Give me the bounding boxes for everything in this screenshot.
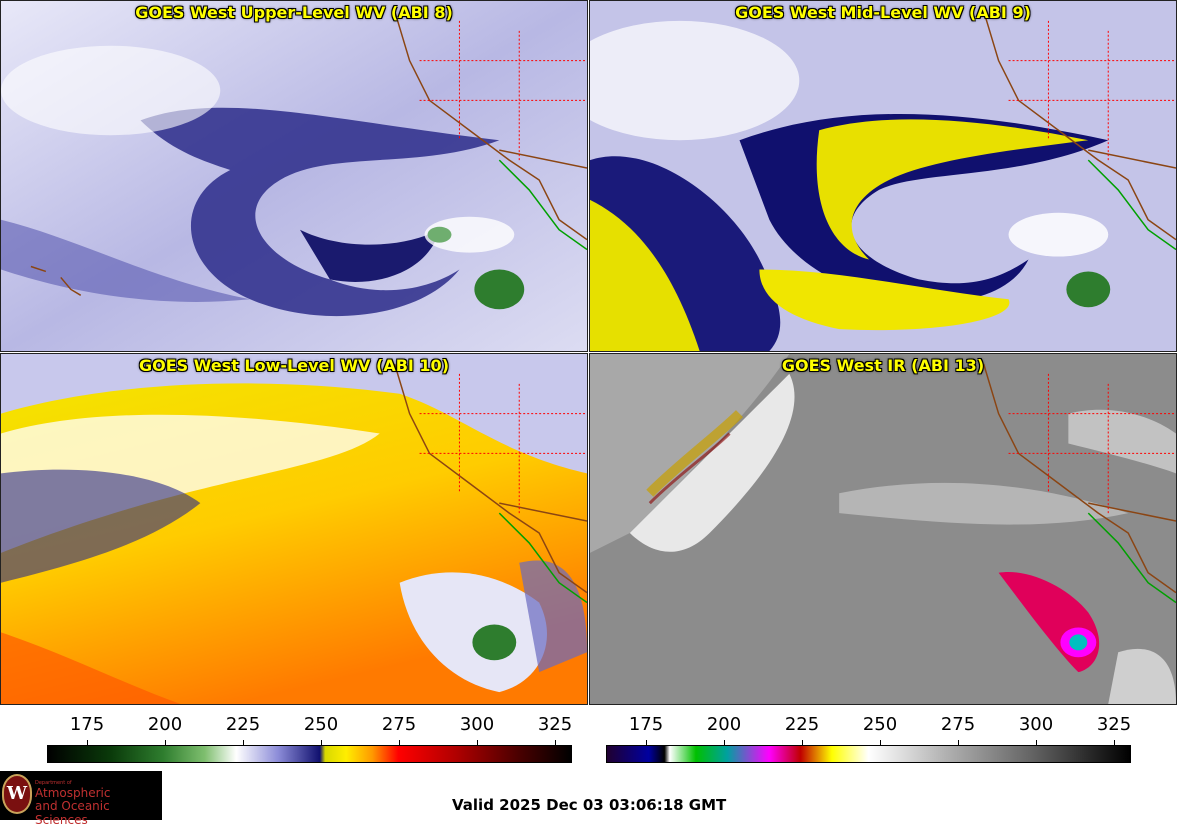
tick-label: 300 bbox=[1018, 714, 1054, 735]
tick-label: 200 bbox=[706, 714, 742, 735]
tick-label: 225 bbox=[225, 714, 261, 735]
ir-image bbox=[590, 354, 1176, 704]
tick-label: 225 bbox=[784, 714, 820, 735]
tick-mark bbox=[1114, 740, 1115, 746]
logo-dept: Department of bbox=[35, 780, 72, 786]
tick-label: 200 bbox=[147, 714, 183, 735]
panel-title: GOES West Mid-Level WV (ABI 9) bbox=[735, 3, 1031, 22]
tick-mark bbox=[321, 740, 322, 746]
tick-mark bbox=[87, 740, 88, 746]
tick-label: 325 bbox=[1096, 714, 1132, 735]
tick-mark bbox=[555, 740, 556, 746]
low-level-wv-panel: GOES West Low-Level WV (ABI 10) bbox=[0, 353, 588, 705]
mid-level-wv-image bbox=[590, 1, 1176, 351]
tick-mark bbox=[477, 740, 478, 746]
panel-title: GOES West IR (ABI 13) bbox=[781, 356, 985, 375]
low-level-wv-image bbox=[1, 354, 587, 704]
tick-label: 250 bbox=[862, 714, 898, 735]
upper-level-wv-panel: GOES West Upper-Level WV (ABI 8) bbox=[0, 0, 588, 352]
ir-colorbar bbox=[606, 745, 1131, 763]
tick-label: 175 bbox=[628, 714, 664, 735]
valid-time: Valid 2025 Dec 03 03:06:18 GMT bbox=[452, 796, 727, 814]
tick-mark bbox=[165, 740, 166, 746]
tick-mark bbox=[1036, 740, 1037, 746]
ir-panel: GOES West IR (ABI 13) bbox=[589, 353, 1177, 705]
logo-name-line2: and Oceanic Sciences bbox=[35, 799, 110, 827]
uw-seal-icon: W bbox=[2, 774, 32, 814]
tick-label: 325 bbox=[537, 714, 573, 735]
tick-label: 275 bbox=[940, 714, 976, 735]
tick-label: 300 bbox=[459, 714, 495, 735]
panel-title: GOES West Low-Level WV (ABI 10) bbox=[138, 356, 449, 375]
tick-mark bbox=[958, 740, 959, 746]
tick-mark bbox=[399, 740, 400, 746]
tick-mark bbox=[724, 740, 725, 746]
tick-mark bbox=[880, 740, 881, 746]
wv-colorbar-ticks: 175 200 225 250 275 300 325 bbox=[47, 714, 572, 746]
logo-name-line1: Atmospheric bbox=[35, 786, 111, 800]
wv-colorbar bbox=[47, 745, 572, 763]
tick-label: 275 bbox=[381, 714, 417, 735]
tick-mark bbox=[646, 740, 647, 746]
ir-colorbar-ticks: 175 200 225 250 275 300 325 bbox=[606, 714, 1131, 746]
tick-mark bbox=[802, 740, 803, 746]
tick-mark bbox=[243, 740, 244, 746]
mid-level-wv-panel: GOES West Mid-Level WV (ABI 9) bbox=[589, 0, 1177, 352]
upper-level-wv-image bbox=[1, 1, 587, 351]
tick-label: 250 bbox=[303, 714, 339, 735]
aos-logo[interactable]: W Department of Atmospheric and Oceanic … bbox=[0, 771, 162, 827]
tick-label: 175 bbox=[69, 714, 105, 735]
panel-title: GOES West Upper-Level WV (ABI 8) bbox=[135, 3, 453, 22]
